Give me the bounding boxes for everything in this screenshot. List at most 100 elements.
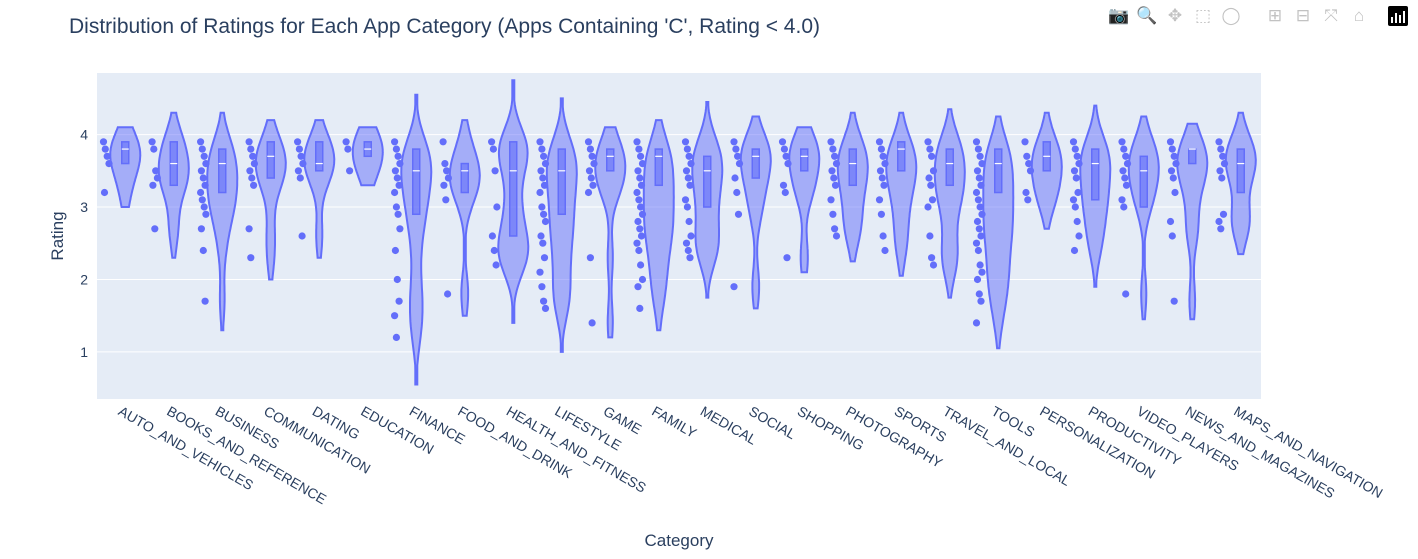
data-point[interactable] (879, 152, 887, 160)
data-point[interactable] (200, 203, 208, 211)
data-point[interactable] (878, 174, 886, 182)
data-point[interactable] (105, 160, 113, 168)
data-point[interactable] (392, 333, 400, 341)
violin-photography[interactable] (827, 111, 869, 263)
data-point[interactable] (491, 167, 499, 175)
data-point[interactable] (152, 167, 160, 175)
data-point[interactable] (584, 188, 593, 197)
violin-finance[interactable] (391, 93, 433, 386)
data-point[interactable] (538, 203, 546, 211)
data-point[interactable] (489, 145, 497, 153)
data-point[interactable] (1219, 210, 1228, 218)
data-point[interactable] (587, 174, 595, 182)
data-point[interactable] (201, 297, 209, 305)
lasso-select-icon[interactable]: ◯ (1221, 6, 1241, 25)
data-point[interactable] (831, 181, 840, 189)
data-point[interactable] (875, 196, 884, 204)
violin-shape[interactable] (303, 119, 336, 259)
data-point[interactable] (881, 160, 889, 168)
violin-social[interactable] (730, 115, 772, 310)
data-point[interactable] (974, 246, 983, 255)
data-point[interactable] (294, 138, 302, 146)
data-point[interactable] (636, 174, 644, 182)
data-point[interactable] (730, 138, 738, 146)
data-point[interactable] (1026, 167, 1035, 175)
data-point[interactable] (391, 167, 399, 175)
data-point[interactable] (250, 181, 258, 189)
data-point[interactable] (733, 188, 741, 197)
violin-shape[interactable] (545, 97, 578, 353)
data-point[interactable] (538, 283, 546, 291)
data-point[interactable] (149, 181, 157, 189)
data-point[interactable] (540, 297, 548, 305)
data-point[interactable] (396, 225, 404, 233)
data-point[interactable] (488, 138, 496, 146)
data-point[interactable] (298, 232, 306, 240)
data-point[interactable] (638, 160, 647, 168)
data-point[interactable] (1215, 217, 1223, 226)
data-point[interactable] (488, 232, 496, 240)
data-point[interactable] (99, 138, 108, 146)
data-point[interactable] (831, 225, 839, 233)
data-point[interactable] (735, 160, 744, 168)
zoom-out-icon[interactable]: ⊟ (1295, 6, 1311, 25)
data-point[interactable] (924, 203, 932, 211)
data-point[interactable] (296, 174, 304, 182)
data-point[interactable] (297, 152, 305, 160)
data-point[interactable] (880, 181, 888, 189)
data-point[interactable] (1071, 145, 1079, 153)
data-point[interactable] (103, 152, 111, 160)
data-point[interactable] (1220, 160, 1229, 168)
data-point[interactable] (391, 138, 399, 146)
data-point[interactable] (444, 290, 452, 298)
violin-communication[interactable] (245, 119, 287, 281)
data-point[interactable] (540, 181, 549, 189)
violin-shape[interactable] (1127, 115, 1160, 321)
data-point[interactable] (197, 138, 205, 146)
data-point[interactable] (683, 203, 692, 211)
data-point[interactable] (734, 210, 743, 218)
violin-auto-and-vehicles[interactable] (99, 126, 142, 208)
violin-health-and-fitness[interactable] (488, 79, 530, 324)
data-point[interactable] (976, 261, 984, 269)
violin-shape[interactable] (254, 119, 287, 281)
data-point[interactable] (685, 217, 693, 226)
data-point[interactable] (588, 152, 596, 160)
data-point[interactable] (201, 181, 209, 189)
data-point[interactable] (977, 297, 985, 305)
violin-shape[interactable] (206, 111, 239, 332)
data-point[interactable] (976, 152, 984, 160)
data-point[interactable] (1170, 297, 1178, 305)
data-point[interactable] (829, 210, 837, 218)
data-point[interactable] (881, 246, 889, 255)
data-point[interactable] (1120, 203, 1128, 211)
data-point[interactable] (250, 160, 258, 168)
data-point[interactable] (539, 174, 547, 182)
plotly-logo-icon[interactable] (1388, 6, 1408, 26)
data-point[interactable] (638, 275, 647, 284)
data-point[interactable] (294, 167, 302, 175)
pan-icon[interactable]: ✥ (1167, 6, 1183, 25)
data-point[interactable] (391, 312, 399, 320)
violin-food-and-drink[interactable] (439, 119, 481, 317)
data-point[interactable] (975, 174, 983, 182)
data-point[interactable] (1217, 145, 1225, 153)
data-point[interactable] (929, 261, 938, 269)
data-point[interactable] (440, 181, 448, 189)
data-point[interactable] (393, 174, 401, 182)
data-point[interactable] (1118, 138, 1126, 146)
data-point[interactable] (1025, 160, 1033, 168)
data-point[interactable] (1168, 232, 1176, 240)
data-point[interactable] (1118, 196, 1126, 204)
data-point[interactable] (687, 160, 695, 168)
data-point[interactable] (100, 188, 109, 197)
data-point[interactable] (926, 145, 934, 153)
autoscale-icon[interactable]: ⤧ (1324, 6, 1338, 25)
data-point[interactable] (197, 188, 205, 197)
data-point[interactable] (829, 145, 837, 153)
data-point[interactable] (199, 174, 207, 182)
data-point[interactable] (877, 145, 886, 153)
data-point[interactable] (972, 188, 981, 197)
data-point[interactable] (1121, 174, 1129, 182)
data-point[interactable] (925, 174, 933, 182)
